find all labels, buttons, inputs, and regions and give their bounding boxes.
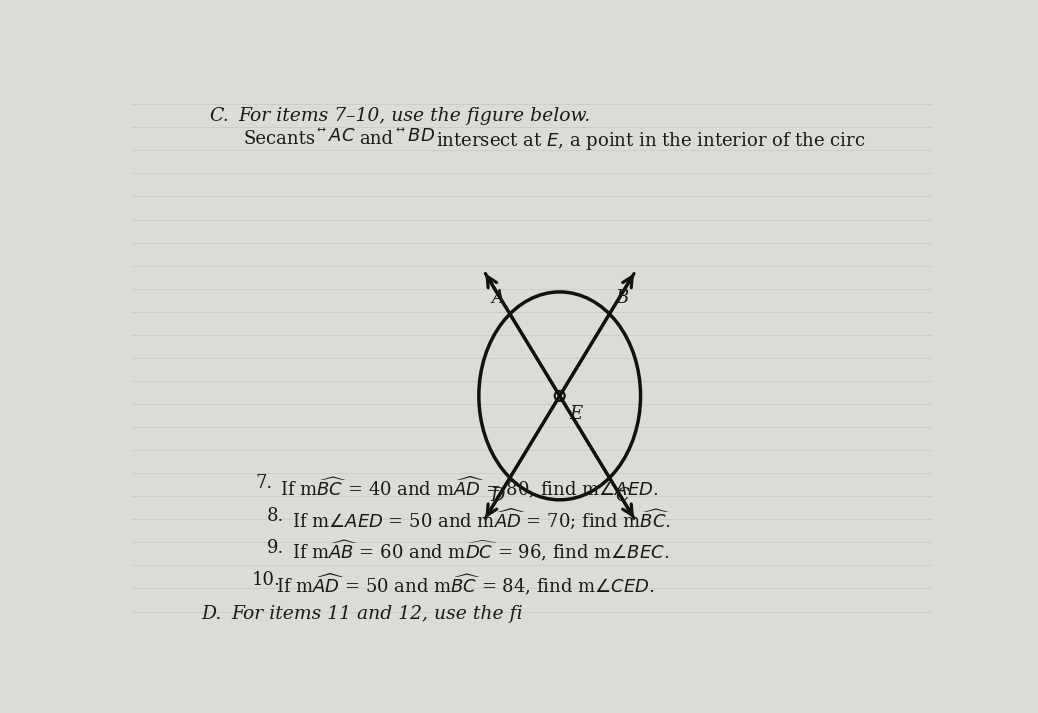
Text: If m$\widehat{AD}$ = 50 and m$\widehat{BC}$ = 84, find m$\angle CED$.: If m$\widehat{AD}$ = 50 and m$\widehat{B…	[276, 571, 655, 597]
Text: 10.: 10.	[251, 571, 280, 590]
Text: $\overleftrightarrow{BD}$: $\overleftrightarrow{BD}$	[397, 127, 436, 145]
Text: If m$\widehat{BC}$ = 40 and m$\widehat{AD}$ = 80, find m$\angle AED$.: If m$\widehat{BC}$ = 40 and m$\widehat{A…	[280, 474, 659, 500]
Text: If m$\angle AED$ = 50 and m$\widehat{AD}$ = 70; find m$\widehat{BC}$.: If m$\angle AED$ = 50 and m$\widehat{AD}…	[292, 507, 671, 531]
Text: 7.: 7.	[255, 474, 273, 493]
Text: D: D	[490, 487, 504, 505]
Text: B: B	[614, 289, 628, 307]
Text: C.: C.	[210, 107, 229, 125]
Text: A: A	[492, 289, 504, 307]
Text: If m$\widehat{AB}$ = 60 and m$\widehat{DC}$ = 96, find m$\angle BEC$.: If m$\widehat{AB}$ = 60 and m$\widehat{D…	[292, 539, 668, 564]
Text: For items 11 and 12, use the fi: For items 11 and 12, use the fi	[230, 605, 522, 623]
Text: $\overleftrightarrow{AC}$: $\overleftrightarrow{AC}$	[318, 127, 356, 145]
Text: C: C	[614, 487, 629, 505]
Text: 8.: 8.	[267, 507, 284, 525]
Text: For items 7–10, use the figure below.: For items 7–10, use the figure below.	[239, 107, 591, 125]
Text: D.: D.	[201, 605, 222, 623]
Text: and: and	[359, 130, 393, 148]
Text: 9.: 9.	[267, 539, 284, 557]
Text: Secants: Secants	[244, 130, 316, 148]
Text: intersect at $E$, a point in the interior of the circ: intersect at $E$, a point in the interio…	[437, 130, 866, 152]
Text: E: E	[569, 405, 582, 423]
